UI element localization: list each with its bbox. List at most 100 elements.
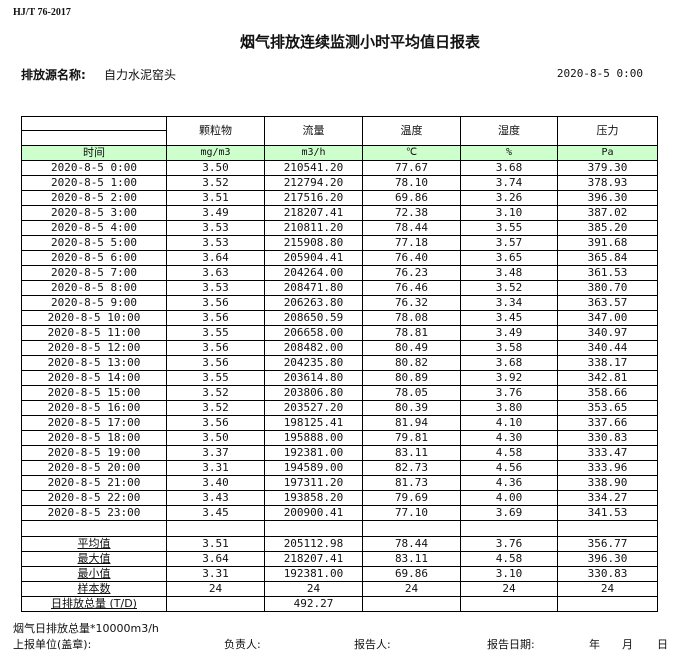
unit-cell: ℃ bbox=[362, 145, 461, 161]
value-cell: 379.30 bbox=[557, 160, 658, 176]
value-cell: 204235.80 bbox=[264, 355, 363, 371]
data-row: 2020-8-5 1:00 3.52 212794.20 78.10 3.74 378.9… bbox=[21, 175, 658, 191]
unit-cell: Pa bbox=[557, 145, 658, 161]
row-label: 2020-8-5 8:00 bbox=[21, 280, 167, 296]
year-label: 年 bbox=[589, 638, 600, 651]
value-cell: 78.44 bbox=[362, 220, 461, 236]
value-cell: 72.38 bbox=[362, 205, 461, 221]
value-cell: 3.48 bbox=[460, 265, 558, 281]
value-cell: 3.52 bbox=[166, 385, 265, 401]
value-cell: 80.49 bbox=[362, 340, 461, 356]
value-cell: 3.55 bbox=[460, 220, 558, 236]
row-label: 2020-8-5 3:00 bbox=[21, 205, 167, 221]
value-cell bbox=[166, 596, 265, 612]
value-cell: 3.51 bbox=[166, 190, 265, 206]
value-cell: 208471.80 bbox=[264, 280, 363, 296]
value-cell: 206263.80 bbox=[264, 295, 363, 311]
row-label: 日排放总量 (T/D) bbox=[21, 596, 167, 612]
blank-row bbox=[21, 520, 658, 537]
units-row: 时间 mg/m3 m3/h ℃ % Pa bbox=[21, 145, 658, 161]
value-cell: 203806.80 bbox=[264, 385, 363, 401]
value-cell: 77.10 bbox=[362, 505, 461, 521]
value-cell: 334.27 bbox=[557, 490, 658, 506]
value-cell: 3.74 bbox=[460, 175, 558, 191]
value-cell: 80.89 bbox=[362, 370, 461, 386]
report-title: 烟气排放连续监测小时平均值日报表 bbox=[239, 33, 480, 51]
data-row: 2020-8-5 17:00 3.56 198125.41 81.94 4.10 337.… bbox=[21, 415, 658, 431]
value-cell: 353.65 bbox=[557, 400, 658, 416]
value-cell: 83.11 bbox=[362, 551, 461, 567]
data-row: 2020-8-5 19:00 3.37 192381.00 83.11 4.58 333.… bbox=[21, 445, 658, 461]
value-cell: 3.10 bbox=[460, 566, 558, 582]
value-cell: 203614.80 bbox=[264, 370, 363, 386]
value-cell: 3.26 bbox=[460, 190, 558, 206]
value-cell: 3.64 bbox=[166, 551, 265, 567]
value-cell: 3.34 bbox=[460, 295, 558, 311]
value-cell: 218207.41 bbox=[264, 205, 363, 221]
row-label: 2020-8-5 4:00 bbox=[21, 220, 167, 236]
row-label: 2020-8-5 9:00 bbox=[21, 295, 167, 311]
value-cell bbox=[460, 596, 558, 612]
value-cell: 3.92 bbox=[460, 370, 558, 386]
value-cell: 4.30 bbox=[460, 430, 558, 446]
data-row: 2020-8-5 12:00 3.56 208482.00 80.49 3.58 340.… bbox=[21, 340, 658, 356]
date-label: 报告日期: bbox=[487, 638, 535, 651]
value-cell: 341.53 bbox=[557, 505, 658, 521]
value-cell: 387.02 bbox=[557, 205, 658, 221]
value-cell: 4.36 bbox=[460, 475, 558, 491]
row-label: 2020-8-5 16:00 bbox=[21, 400, 167, 416]
value-cell: 3.31 bbox=[166, 566, 265, 582]
value-cell: 4.58 bbox=[460, 551, 558, 567]
value-cell: 361.53 bbox=[557, 265, 658, 281]
value-cell: 78.08 bbox=[362, 310, 461, 326]
data-row: 2020-8-5 13:00 3.56 204235.80 80.82 3.68 338.… bbox=[21, 355, 658, 371]
value-cell: 378.93 bbox=[557, 175, 658, 191]
value-cell: 80.39 bbox=[362, 400, 461, 416]
value-cell: 204264.00 bbox=[264, 265, 363, 281]
data-row: 2020-8-5 9:00 3.56 206263.80 76.32 3.34 363.5… bbox=[21, 295, 658, 311]
value-cell: 69.86 bbox=[362, 566, 461, 582]
row-label: 2020-8-5 13:00 bbox=[21, 355, 167, 371]
value-cell: 78.44 bbox=[362, 536, 461, 552]
value-cell: 3.65 bbox=[460, 250, 558, 266]
unit-cell: mg/m3 bbox=[166, 145, 265, 161]
value-cell: 337.66 bbox=[557, 415, 658, 431]
value-cell: 340.97 bbox=[557, 325, 658, 341]
data-row: 2020-8-5 4:00 3.53 210811.20 78.44 3.55 385.2… bbox=[21, 220, 658, 236]
value-cell: 363.57 bbox=[557, 295, 658, 311]
value-cell: 82.73 bbox=[362, 460, 461, 476]
row-label: 2020-8-5 21:00 bbox=[21, 475, 167, 491]
header-row: 颗粒物 流量 温度 湿度 压力 bbox=[21, 116, 658, 146]
value-cell: 217516.20 bbox=[264, 190, 363, 206]
value-cell: 218207.41 bbox=[264, 551, 363, 567]
value-cell: 342.81 bbox=[557, 370, 658, 386]
value-cell: 83.11 bbox=[362, 445, 461, 461]
standard-code: HJ/T 76-2017 bbox=[13, 7, 71, 18]
value-cell: 358.66 bbox=[557, 385, 658, 401]
value-cell: 3.51 bbox=[166, 536, 265, 552]
value-cell: 396.30 bbox=[557, 190, 658, 206]
value-cell: 3.49 bbox=[166, 205, 265, 221]
row-label: 2020-8-5 22:00 bbox=[21, 490, 167, 506]
value-cell: 3.52 bbox=[460, 280, 558, 296]
value-cell: 338.17 bbox=[557, 355, 658, 371]
value-cell: 3.68 bbox=[460, 160, 558, 176]
value-cell: 3.80 bbox=[460, 400, 558, 416]
value-cell: 198125.41 bbox=[264, 415, 363, 431]
row-label: 2020-8-5 19:00 bbox=[21, 445, 167, 461]
value-cell: 210541.20 bbox=[264, 160, 363, 176]
data-row: 2020-8-5 7:00 3.63 204264.00 76.23 3.48 361.5… bbox=[21, 265, 658, 281]
value-cell: 203527.20 bbox=[264, 400, 363, 416]
data-row: 2020-8-5 0:00 3.50 210541.20 77.67 3.68 379.3… bbox=[21, 160, 658, 176]
value-cell: 3.56 bbox=[166, 355, 265, 371]
col-header: 流量 bbox=[264, 116, 363, 146]
value-cell: 4.56 bbox=[460, 460, 558, 476]
value-cell: 205112.98 bbox=[264, 536, 363, 552]
value-cell: 3.45 bbox=[166, 505, 265, 521]
value-cell: 3.10 bbox=[460, 205, 558, 221]
data-row: 2020-8-5 18:00 3.50 195888.00 79.81 4.30 330.… bbox=[21, 430, 658, 446]
row-label: 2020-8-5 23:00 bbox=[21, 505, 167, 521]
value-cell: 192381.00 bbox=[264, 445, 363, 461]
value-cell: 3.50 bbox=[166, 160, 265, 176]
data-row: 2020-8-5 5:00 3.53 215908.80 77.18 3.57 391.6… bbox=[21, 235, 658, 251]
